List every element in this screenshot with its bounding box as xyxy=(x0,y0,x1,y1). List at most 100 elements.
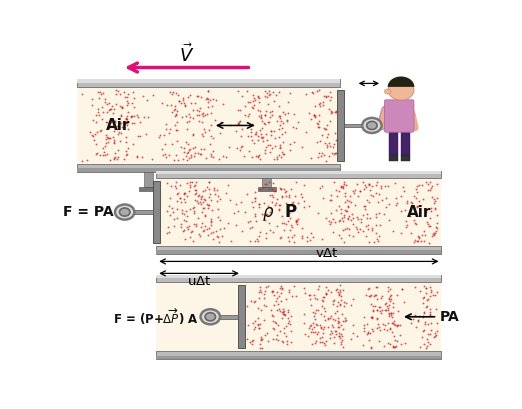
Point xyxy=(314,328,323,335)
Point xyxy=(199,228,207,234)
Point xyxy=(276,113,284,119)
Point xyxy=(285,287,293,293)
Point xyxy=(215,238,223,245)
Point xyxy=(185,111,193,118)
Point xyxy=(372,211,380,217)
Point xyxy=(329,316,338,323)
Point xyxy=(264,283,272,289)
Point xyxy=(326,331,334,337)
Point xyxy=(432,306,441,312)
Point xyxy=(317,324,325,330)
Bar xyxy=(135,210,152,214)
Point xyxy=(374,198,383,205)
Point xyxy=(291,193,299,200)
Point xyxy=(345,213,353,220)
Point xyxy=(279,306,288,312)
Point xyxy=(197,146,205,152)
Point xyxy=(428,183,436,189)
Point xyxy=(283,117,291,124)
Point xyxy=(199,196,208,202)
Point xyxy=(144,114,152,120)
Point xyxy=(430,231,438,238)
Point xyxy=(356,188,364,195)
Point xyxy=(282,221,290,227)
Point xyxy=(117,112,125,119)
Point xyxy=(260,294,269,301)
Point xyxy=(337,184,345,191)
Point xyxy=(327,209,336,216)
Point xyxy=(327,329,336,336)
Point xyxy=(336,335,345,341)
Point xyxy=(331,130,339,137)
Point xyxy=(103,119,111,125)
Point xyxy=(307,329,315,335)
Point xyxy=(383,327,392,334)
Point xyxy=(205,179,213,185)
Point xyxy=(330,178,339,185)
Point xyxy=(181,103,189,110)
Point xyxy=(264,142,272,148)
Point xyxy=(332,150,340,157)
Point xyxy=(374,233,383,239)
Point xyxy=(375,222,384,229)
Point xyxy=(273,288,281,295)
Point xyxy=(373,306,382,313)
Point xyxy=(259,212,268,218)
Point xyxy=(129,140,137,147)
Point xyxy=(183,125,191,132)
Point xyxy=(417,232,425,238)
Point xyxy=(278,125,287,132)
Point xyxy=(406,213,414,219)
Point xyxy=(334,318,342,324)
Point xyxy=(320,324,328,330)
Point xyxy=(289,198,298,205)
Point xyxy=(289,124,297,130)
Point xyxy=(363,211,372,217)
Point xyxy=(117,105,126,111)
Point xyxy=(422,285,430,291)
Point xyxy=(277,153,285,160)
Point xyxy=(205,202,213,208)
Point xyxy=(366,330,375,337)
Point xyxy=(427,327,435,333)
Point xyxy=(205,225,213,232)
Point xyxy=(380,326,388,333)
Point xyxy=(194,200,202,207)
Point xyxy=(290,231,299,238)
Point xyxy=(331,137,340,144)
Point xyxy=(306,296,314,303)
Point xyxy=(111,149,119,156)
Point xyxy=(183,193,192,200)
Point xyxy=(118,104,127,110)
Point xyxy=(331,328,340,334)
Point xyxy=(329,216,337,222)
Point xyxy=(319,298,327,304)
Point xyxy=(370,292,378,299)
Point xyxy=(232,128,240,134)
Bar xyxy=(344,124,362,127)
Point xyxy=(426,214,435,221)
Point xyxy=(273,196,281,202)
Point xyxy=(322,157,330,164)
Point xyxy=(245,110,254,117)
Point xyxy=(325,142,334,149)
Point xyxy=(271,92,280,99)
Bar xyxy=(77,79,340,87)
Point xyxy=(362,292,371,298)
Point xyxy=(280,308,288,314)
Point xyxy=(318,132,326,138)
Point xyxy=(285,318,293,324)
Point xyxy=(333,308,341,315)
Point xyxy=(306,229,315,236)
Point xyxy=(335,218,343,224)
Point xyxy=(340,213,348,220)
Point xyxy=(269,88,277,95)
Point xyxy=(313,322,322,329)
Point xyxy=(184,141,192,147)
Point xyxy=(414,313,423,319)
Point xyxy=(384,305,392,312)
Bar xyxy=(238,285,245,348)
Point xyxy=(341,317,350,323)
Point xyxy=(410,283,419,290)
Point xyxy=(356,225,364,232)
